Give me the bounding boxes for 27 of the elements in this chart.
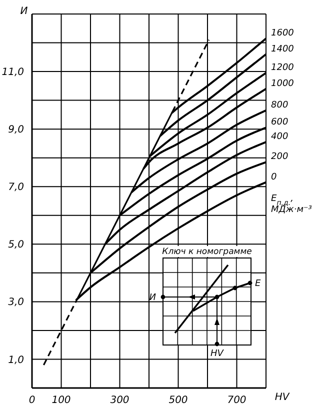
y-tick-label: 1,0 — [8, 354, 24, 366]
series-label: 200 — [271, 152, 288, 162]
annotation: Ключ к номограмме — [162, 247, 252, 257]
annotation: HV — [210, 349, 224, 359]
series-label: 400 — [271, 132, 288, 142]
x-tick-label: 700 — [227, 395, 246, 405]
series-label: 1600 — [271, 28, 294, 38]
x-axis-title: HV — [274, 392, 290, 403]
series-label: 600 — [271, 118, 288, 128]
y-axis-title: И — [20, 6, 28, 17]
y-tick-label: 7,0 — [8, 182, 24, 194]
x-tick-label: 500 — [168, 395, 188, 405]
series-label: 1400 — [271, 44, 294, 54]
series-label: 1200 — [271, 62, 294, 73]
y-tick-label: 9,0 — [8, 124, 24, 136]
legend-title: E$_{п.д.}$, МДж·м⁻³ — [271, 194, 312, 215]
x-tick-label: 100 — [52, 395, 71, 405]
y-tick-label: 5,0 — [8, 240, 24, 251]
x-tick-label: 300 — [110, 395, 130, 405]
annotation: E — [255, 279, 261, 289]
annotation: И — [149, 293, 156, 303]
y-tick-label: 11,0 — [2, 67, 24, 78]
y-tick-label: 3,0 — [8, 297, 24, 308]
series-label: 800 — [271, 100, 288, 110]
series-label: 0 — [271, 172, 277, 182]
x-tick-label: 0 — [28, 395, 36, 405]
series-label: 1000 — [271, 78, 294, 89]
